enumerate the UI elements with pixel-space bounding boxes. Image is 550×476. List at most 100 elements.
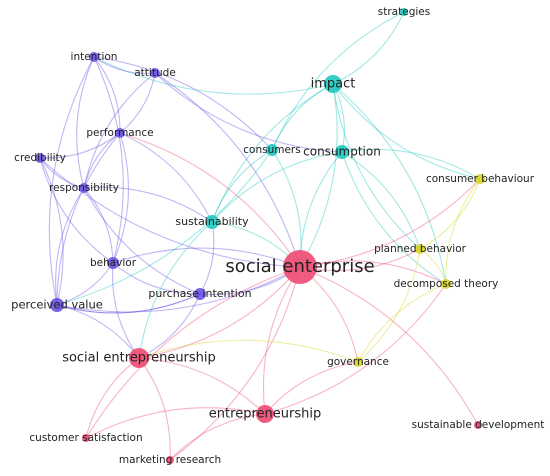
edge <box>332 11 405 85</box>
node-label: perceived value <box>11 298 103 312</box>
node-label: strategies <box>378 6 430 18</box>
node-label: decomposed theory <box>394 278 499 290</box>
edge <box>262 266 301 415</box>
edge <box>264 283 447 415</box>
node-label: sustainability <box>175 215 249 228</box>
node <box>107 257 119 269</box>
node <box>441 279 451 289</box>
edge <box>83 132 121 189</box>
node-label: customer satisfaction <box>29 432 142 444</box>
node <box>283 250 317 284</box>
edge <box>112 262 201 295</box>
edge <box>138 357 266 415</box>
node <box>82 434 90 442</box>
node-label: behavior <box>90 257 137 269</box>
node <box>115 128 125 138</box>
edge <box>138 339 359 363</box>
node <box>150 68 160 78</box>
node <box>474 421 482 429</box>
edge <box>419 178 481 250</box>
edge <box>264 361 359 415</box>
node-label: consumer behaviour <box>426 173 535 185</box>
edge <box>357 283 447 363</box>
edge <box>83 72 156 189</box>
edge <box>56 293 201 314</box>
edge <box>119 132 301 268</box>
edge <box>119 72 156 134</box>
node-label: sustainable development <box>412 419 545 431</box>
edge <box>83 187 201 295</box>
edge <box>154 72 301 268</box>
node <box>324 75 342 93</box>
edge <box>39 157 114 264</box>
node <box>79 183 89 193</box>
edge <box>93 56 124 264</box>
edge <box>55 187 85 306</box>
node-label: planned behavior <box>374 243 467 255</box>
edge <box>56 149 273 306</box>
edge <box>138 293 201 359</box>
edge <box>93 56 273 151</box>
edge <box>199 221 215 295</box>
edge <box>332 83 421 250</box>
edge <box>56 132 121 306</box>
edge <box>211 151 343 223</box>
edge <box>299 151 343 268</box>
node-label: impact <box>311 77 356 92</box>
node-label: attitude <box>134 67 175 79</box>
labels: strategies impact intention attitude perform… <box>11 6 544 466</box>
edge <box>112 247 301 268</box>
edge <box>211 149 273 223</box>
node-label: intention <box>71 51 118 63</box>
node-label: consumers <box>243 144 300 156</box>
edge <box>85 266 301 439</box>
edge <box>211 83 334 223</box>
node <box>205 215 219 229</box>
edge <box>169 413 266 461</box>
edge <box>85 407 266 439</box>
edge <box>93 56 334 95</box>
edge <box>48 56 95 306</box>
edge <box>341 151 447 285</box>
edge <box>341 148 481 180</box>
edges <box>39 11 481 461</box>
node <box>475 174 485 184</box>
edge <box>85 357 140 439</box>
node <box>166 456 174 464</box>
nodes <box>35 8 485 464</box>
node <box>353 357 363 367</box>
node <box>400 8 408 16</box>
edge <box>299 266 479 426</box>
node-label: purchase intention <box>148 287 251 300</box>
edge <box>56 266 301 313</box>
edge <box>332 83 447 285</box>
node <box>129 348 149 368</box>
node <box>415 244 425 254</box>
node <box>256 405 274 423</box>
node-label: marketing research <box>119 454 221 466</box>
edge <box>83 186 213 223</box>
edge <box>299 178 481 268</box>
node <box>35 153 45 163</box>
edge <box>169 266 301 461</box>
node <box>89 52 99 62</box>
node <box>194 288 206 300</box>
edge <box>39 132 121 159</box>
edge <box>332 83 481 180</box>
edge <box>83 187 114 264</box>
node <box>335 145 349 159</box>
edge <box>341 151 421 250</box>
edge <box>119 132 213 223</box>
edge <box>111 262 140 359</box>
node <box>266 144 278 156</box>
edge <box>445 178 481 285</box>
edge <box>93 56 156 74</box>
edge <box>138 357 171 461</box>
node-label: entrepreneurship <box>209 407 321 422</box>
node <box>50 298 64 312</box>
edge <box>299 260 447 285</box>
edge <box>56 293 201 314</box>
node-label: responsibility <box>49 182 119 194</box>
